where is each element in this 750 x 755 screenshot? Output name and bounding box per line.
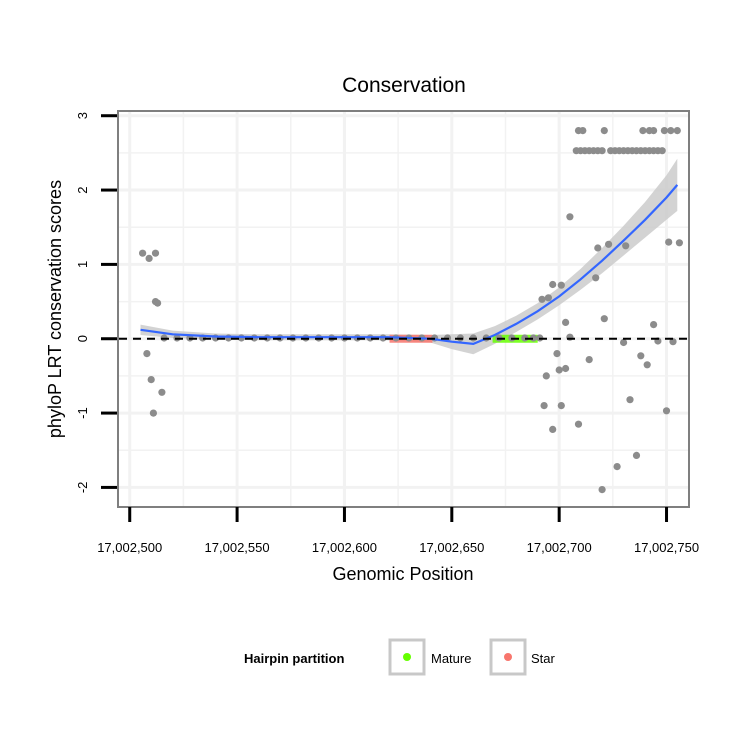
data-point: [154, 299, 162, 307]
data-point: [557, 281, 565, 289]
data-point: [658, 147, 666, 155]
data-point: [579, 127, 587, 135]
grid: [119, 112, 688, 506]
x-tick-label: 17,002,750: [634, 540, 699, 555]
data-point: [675, 239, 684, 247]
data-point: [643, 361, 651, 369]
data-point: [662, 407, 671, 415]
x-tick-label: 17,002,600: [312, 540, 377, 555]
data-point: [566, 213, 574, 221]
y-tick-label: 3: [75, 112, 90, 119]
data-point: [598, 147, 606, 155]
data-point: [632, 451, 641, 459]
x-axis: 17,002,500 17,002,550 17,002,600 17,002,650…: [97, 507, 699, 555]
data-point: [620, 338, 628, 347]
data-point: [540, 402, 548, 410]
data-point: [594, 244, 602, 252]
data-point: [650, 321, 658, 329]
data-point: [650, 127, 658, 135]
data-point: [639, 127, 647, 135]
data-point: [542, 372, 550, 380]
y-tick-label: 0: [75, 335, 90, 342]
data-point: [673, 127, 681, 135]
chart-title: Conservation: [342, 74, 466, 97]
data-point: [549, 280, 557, 289]
confidence-band-layer: [140, 158, 678, 355]
x-axis-title: Genomic Position: [332, 564, 473, 584]
legend-item-mature: Mature: [388, 638, 471, 676]
data-point: [592, 274, 600, 282]
y-tick-label: -2: [75, 482, 90, 494]
y-tick-label: -1: [75, 407, 90, 419]
data-point: [139, 249, 147, 257]
data-point: [613, 463, 621, 471]
legend-key-star: [489, 638, 527, 676]
legend: Hairpin partition Mature Star: [244, 638, 556, 676]
data-point: [147, 376, 155, 384]
legend-title: Hairpin partition: [244, 651, 344, 666]
data-point: [521, 334, 529, 342]
data-point: [562, 318, 570, 326]
data-point: [143, 350, 151, 358]
data-point: [549, 425, 557, 433]
data-point: [637, 352, 645, 360]
data-point: [158, 388, 166, 396]
x-tick-label: 17,002,650: [419, 540, 484, 555]
legend-item-star: Star: [489, 638, 556, 676]
data-point: [598, 486, 606, 494]
data-point: [605, 240, 613, 248]
x-tick-label: 17,002,550: [205, 540, 270, 555]
data-point: [600, 127, 608, 135]
legend-dot-mature: [403, 653, 411, 661]
data-point: [538, 295, 546, 303]
data-point: [585, 356, 593, 364]
data-point: [145, 254, 153, 262]
legend-dot-star: [504, 653, 512, 661]
y-axis-title: phyloP LRT conservation scores: [45, 180, 65, 438]
x-tick-label: 17,002,700: [527, 540, 592, 555]
data-point: [626, 396, 634, 404]
y-tick-label: 2: [75, 186, 90, 193]
y-tick-label: 1: [75, 261, 90, 268]
data-point: [622, 242, 630, 250]
data-point: [660, 127, 669, 135]
confidence-band: [140, 158, 678, 355]
data-point: [149, 409, 157, 417]
legend-label-star: Star: [531, 651, 556, 666]
data-point: [151, 249, 160, 257]
plot-panel-border: [117, 110, 690, 508]
data-point: [544, 294, 553, 302]
x-tick-label: 17,002,500: [97, 540, 162, 555]
data-point: [553, 350, 561, 358]
data-point: [600, 315, 608, 323]
legend-label-mature: Mature: [431, 651, 471, 666]
data-point: [667, 127, 675, 135]
data-point: [529, 334, 538, 342]
data-point: [665, 238, 673, 246]
data-point: [562, 364, 570, 373]
data-point: [555, 366, 563, 374]
data-point: [574, 420, 583, 428]
data-point: [557, 402, 565, 410]
plot-panel-background: [119, 112, 688, 506]
data-point: [669, 338, 677, 346]
y-axis: 3 2 1 0 -1 -2: [75, 112, 117, 493]
